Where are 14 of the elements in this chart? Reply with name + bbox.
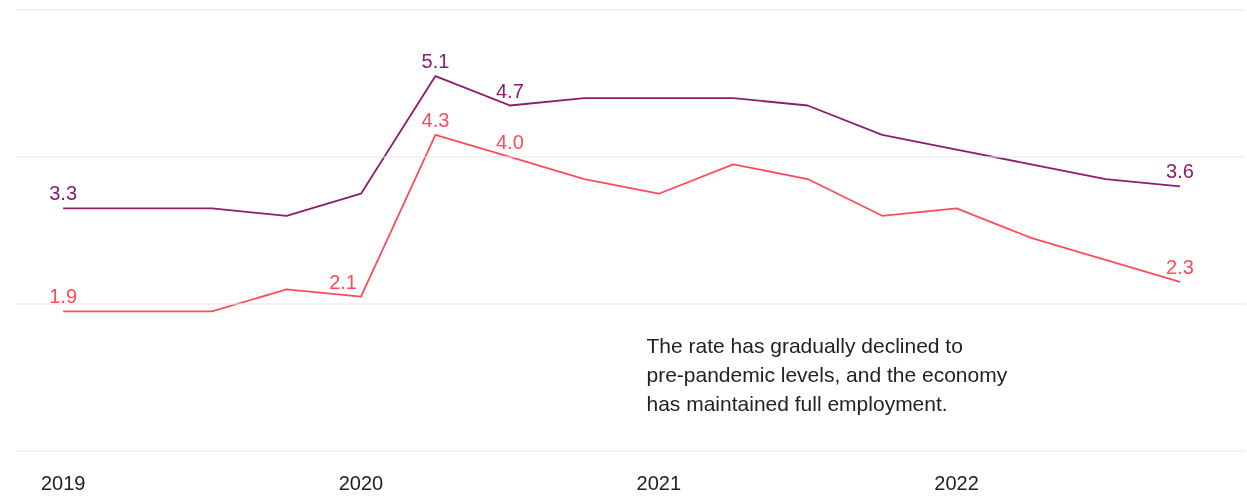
data-label: 4.0 <box>495 130 524 153</box>
x-tick-label: 2021 <box>636 471 682 494</box>
data-label: 1.9 <box>49 285 78 308</box>
x-tick-label: 2019 <box>40 471 86 494</box>
data-label: 4.3 <box>421 108 450 131</box>
data-label: 3.3 <box>49 182 78 205</box>
data-label: 2.3 <box>1166 255 1194 278</box>
data-label: 5.1 <box>421 50 450 73</box>
data-label: 4.7 <box>495 79 524 102</box>
x-tick-label: 2020 <box>338 471 384 494</box>
x-tick-label: 2022 <box>934 471 979 494</box>
data-label: 3.6 <box>1166 160 1194 183</box>
text: The rate has gradually declined to pre-pandemic levels, and the economy has maintained full employment. <box>646 334 1008 415</box>
data-label: 2.1 <box>329 270 357 293</box>
